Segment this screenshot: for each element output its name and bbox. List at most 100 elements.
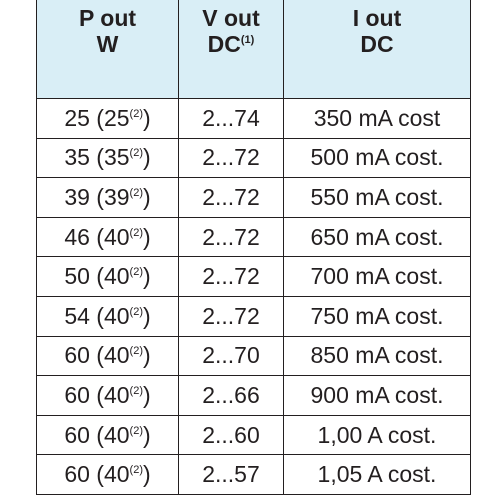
cell-text: 1,00 A cost. xyxy=(317,421,437,448)
footnote-mark: (2) xyxy=(129,464,143,477)
cell-text: ) xyxy=(143,421,151,448)
footnote-mark: (2) xyxy=(129,384,143,397)
cell-text: 2...72 xyxy=(202,302,260,329)
table-cell: 850 mA cost. xyxy=(283,335,471,377)
cell-text: 700 mA cost. xyxy=(310,263,444,290)
table-cell: 54 (40(2)) xyxy=(36,295,179,337)
table-row: 50 (40(2)) 2...72 700 mA cost. xyxy=(36,256,471,297)
table-cell: 750 mA cost. xyxy=(283,295,471,337)
cell-text: 2...72 xyxy=(202,263,260,290)
table-cell: 25 (25(2)) xyxy=(36,98,179,139)
cell-text: ) xyxy=(143,104,151,131)
cell-text: 1,05 A cost. xyxy=(317,461,437,488)
footnote-mark: (2) xyxy=(129,305,143,318)
cell-text: 350 mA cost xyxy=(313,104,441,131)
header-line: W xyxy=(96,31,119,57)
cell-text: 25 (25 xyxy=(64,104,130,131)
table-cell: 2...72 xyxy=(178,295,284,337)
cell-text: 2...60 xyxy=(202,421,260,448)
footnote-mark: (2) xyxy=(129,345,143,358)
footnote-mark: (2) xyxy=(129,147,143,160)
footnote-mark: (2) xyxy=(129,424,143,437)
footnote-mark: (2) xyxy=(129,107,143,120)
table-cell: 2...72 xyxy=(178,177,284,218)
header-line: DC xyxy=(207,31,241,57)
header-line: DC xyxy=(360,31,394,57)
table-cell: 650 mA cost. xyxy=(283,216,471,258)
header-line: P out xyxy=(78,5,137,31)
header-cell: P out W xyxy=(36,0,179,99)
table-body: 25 (25(2)) 2...74 350 mA cost 35 (35(2)) 2..… xyxy=(36,98,471,495)
table-cell: 1,00 A cost. xyxy=(283,414,471,456)
header-cell: I out DC xyxy=(283,0,471,99)
table-cell: 2...57 xyxy=(178,454,284,495)
cell-text: ) xyxy=(143,223,151,250)
cell-text: 60 (40 xyxy=(64,381,130,408)
table-cell: 39 (39(2)) xyxy=(36,177,179,218)
table-cell: 500 mA cost. xyxy=(283,137,471,179)
cell-text: 39 (39 xyxy=(64,183,130,210)
table-cell: 700 mA cost. xyxy=(283,256,471,297)
table-cell: 60 (40(2)) xyxy=(36,335,179,377)
table-row: 60 (40(2)) 2...60 1,00 A cost. xyxy=(36,414,471,456)
cell-text: 60 (40 xyxy=(64,342,130,369)
cell-text: 2...72 xyxy=(202,183,260,210)
table-cell: 2...72 xyxy=(178,256,284,297)
table-cell: 60 (40(2)) xyxy=(36,375,179,416)
cell-text: 60 (40 xyxy=(64,461,130,488)
table-cell: 350 mA cost xyxy=(283,98,471,139)
table-row: 54 (40(2)) 2...72 750 mA cost. xyxy=(36,295,471,337)
header-line: V out xyxy=(202,5,260,31)
footnote-mark: (2) xyxy=(129,186,143,199)
footnote-mark: (2) xyxy=(129,226,143,239)
cell-text: ) xyxy=(143,381,151,408)
table-cell: 2...66 xyxy=(178,375,284,416)
cell-text: ) xyxy=(143,144,151,171)
table-row: 46 (40(2)) 2...72 650 mA cost. xyxy=(36,216,471,258)
footnote-mark: (2) xyxy=(129,266,143,279)
table-row: 60 (40(2)) 2...66 900 mA cost. xyxy=(36,375,471,416)
table-row: 25 (25(2)) 2...74 350 mA cost xyxy=(36,98,471,139)
footnote-mark: (1) xyxy=(240,34,255,46)
table-cell: 60 (40(2)) xyxy=(36,414,179,456)
cell-text: 550 mA cost. xyxy=(310,183,444,210)
table-cell: 35 (35(2)) xyxy=(36,137,179,179)
cell-text: ) xyxy=(143,461,151,488)
table-cell: 2...72 xyxy=(178,137,284,179)
table-row: 60 (40(2)) 2...70 850 mA cost. xyxy=(36,335,471,377)
cell-text: 2...66 xyxy=(202,381,260,408)
spec-table: P out W V out DC(1) I out DC 25 (25(2)) 2...74… xyxy=(36,0,471,495)
cell-text: ) xyxy=(143,302,151,329)
table-cell: 550 mA cost. xyxy=(283,177,471,218)
header-row: P out W V out DC(1) I out DC xyxy=(36,0,471,99)
cell-text: 2...72 xyxy=(202,144,260,171)
header-line: I out xyxy=(352,5,402,31)
header-cell: V out DC(1) xyxy=(178,0,284,99)
cell-text: ) xyxy=(143,263,151,290)
cell-text: 750 mA cost. xyxy=(310,302,444,329)
cell-text: 650 mA cost. xyxy=(310,223,444,250)
table-head: P out W V out DC(1) I out DC xyxy=(36,0,471,99)
table-cell: 46 (40(2)) xyxy=(36,216,179,258)
cell-text: 900 mA cost. xyxy=(310,381,444,408)
cell-text: 50 (40 xyxy=(64,263,130,290)
cell-text: 54 (40 xyxy=(64,302,130,329)
table-row: 60 (40(2)) 2...57 1,05 A cost. xyxy=(36,454,471,495)
table-cell: 900 mA cost. xyxy=(283,375,471,416)
table-cell: 2...74 xyxy=(178,98,284,139)
cell-text: 46 (40 xyxy=(64,223,130,250)
cell-text: 60 (40 xyxy=(64,421,130,448)
cell-text: ) xyxy=(143,183,151,210)
table-cell: 2...70 xyxy=(178,335,284,377)
cell-text: 2...74 xyxy=(202,104,260,131)
cell-text: 2...57 xyxy=(202,461,260,488)
cell-text: 2...70 xyxy=(202,342,260,369)
table-cell: 60 (40(2)) xyxy=(36,454,179,495)
table-cell: 2...60 xyxy=(178,414,284,456)
cell-text: 2...72 xyxy=(202,223,260,250)
table-cell: 2...72 xyxy=(178,216,284,258)
table-row: 39 (39(2)) 2...72 550 mA cost. xyxy=(36,177,471,218)
cell-text: ) xyxy=(143,342,151,369)
table-row: 35 (35(2)) 2...72 500 mA cost. xyxy=(36,137,471,179)
cell-text: 35 (35 xyxy=(64,144,130,171)
